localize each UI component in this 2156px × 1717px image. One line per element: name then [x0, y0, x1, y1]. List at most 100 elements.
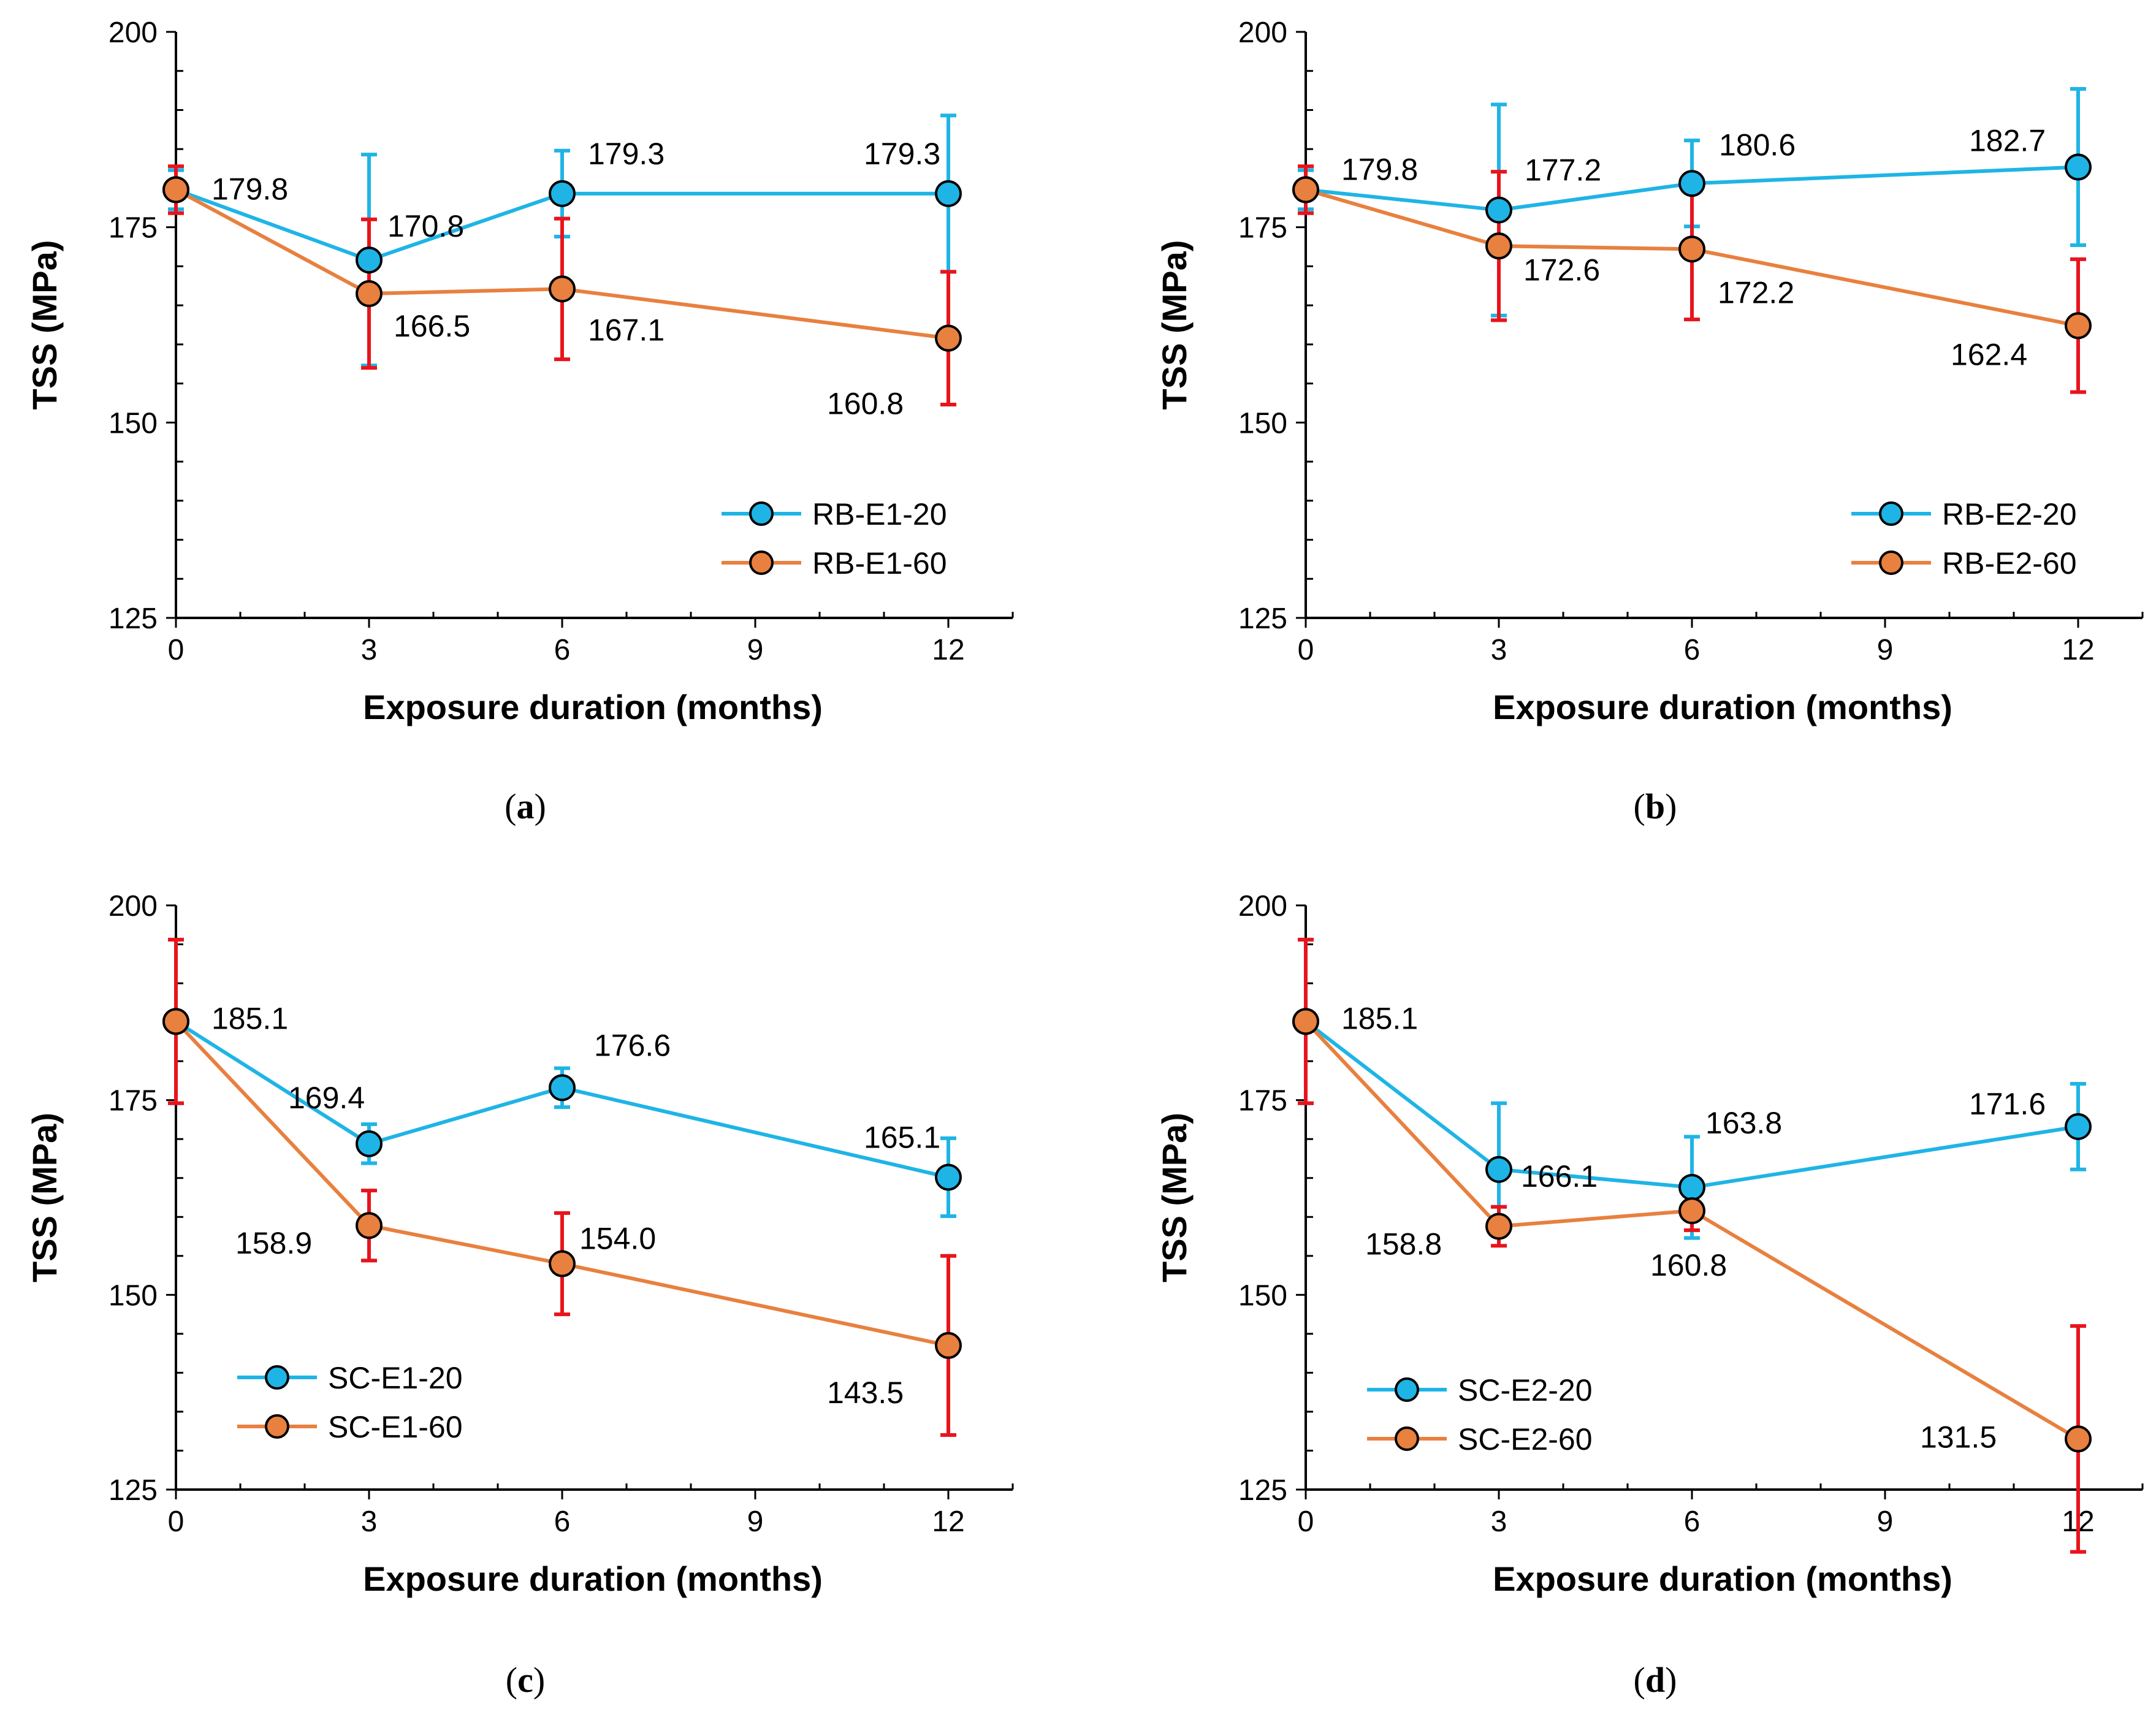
- data-label: 143.5: [827, 1376, 904, 1410]
- series-line: [175, 188, 949, 340]
- data-label: 185.1: [1341, 1001, 1418, 1035]
- panel-caption: (c): [506, 1660, 545, 1700]
- y-axis-title: TSS (MPa): [1155, 240, 1194, 410]
- data-point: [1485, 1155, 1512, 1183]
- x-tick-label: 6: [554, 634, 571, 666]
- panel-caption: (d): [1634, 1660, 1677, 1700]
- x-tick-label: 12: [932, 634, 964, 666]
- x-tick-label: 6: [1684, 1506, 1701, 1538]
- caption-letter: b: [1645, 786, 1665, 826]
- legend-marker: [1879, 501, 1903, 526]
- x-tick-label: 0: [168, 634, 185, 666]
- data-label: 158.9: [235, 1226, 312, 1260]
- x-tick-label: 6: [554, 1506, 571, 1538]
- legend-marker: [1879, 550, 1903, 575]
- y-axis-title: TSS (MPa): [25, 1113, 64, 1282]
- caption-letter: d: [1645, 1660, 1665, 1700]
- data-label: 171.6: [1969, 1087, 2046, 1121]
- data-point: [1678, 235, 1705, 263]
- data-label: 172.6: [1523, 253, 1600, 287]
- series-markers-SC-E2-60: [1292, 1008, 2092, 1453]
- legend-label: SC-E2-60: [1458, 1422, 1593, 1456]
- data-label: 177.2: [1525, 153, 1601, 188]
- data-label: 165.1: [864, 1120, 940, 1154]
- data-point: [356, 280, 383, 308]
- caption-open-paren: (: [506, 1660, 517, 1700]
- data-label: 179.3: [864, 137, 940, 171]
- legend: RB-E2-20 RB-E2-60: [1851, 497, 2077, 581]
- chart-panel-c: 125 150 175 200 0 3 6 9 12 Exposure duration (mon…: [25, 890, 1014, 1700]
- legend: RB-E1-20 RB-E1-60: [722, 497, 947, 581]
- x-tick-label: 0: [168, 1506, 185, 1538]
- data-point: [549, 275, 576, 303]
- data-label: 179.3: [588, 137, 665, 171]
- panel-caption: (a): [505, 786, 546, 826]
- y-tick-label: 150: [1238, 407, 1287, 440]
- data-point: [935, 1331, 962, 1359]
- legend-marker: [265, 1414, 289, 1439]
- legend-label: SC-E2-20: [1458, 1373, 1593, 1407]
- data-label: 176.6: [594, 1028, 671, 1062]
- data-point: [549, 1250, 576, 1277]
- data-label: 160.8: [827, 387, 904, 421]
- series-line: [1305, 1019, 2079, 1190]
- data-label: 167.1: [588, 313, 665, 347]
- x-tick-label: 0: [1298, 1506, 1314, 1538]
- series-markers-SC-E1-20: [162, 1008, 962, 1191]
- y-tick-label: 125: [1238, 603, 1287, 635]
- data-point: [1292, 1008, 1319, 1035]
- caption-open-paren: (: [505, 786, 516, 826]
- data-label: 179.8: [1341, 152, 1418, 186]
- y-tick-label: 200: [109, 890, 158, 923]
- data-label: 166.5: [394, 309, 470, 343]
- data-label: 170.8: [387, 209, 464, 243]
- data-point: [1292, 176, 1319, 204]
- series-line: [1305, 165, 2079, 212]
- data-point: [1485, 196, 1512, 224]
- y-tick-label: 200: [1238, 890, 1287, 923]
- data-label: 182.7: [1969, 124, 2046, 158]
- y-tick-label: 125: [1238, 1474, 1287, 1507]
- y-tick-label: 175: [109, 212, 158, 245]
- legend-label: SC-E1-60: [328, 1410, 463, 1444]
- legend: SC-E1-20 SC-E1-60: [237, 1361, 463, 1444]
- data-label: 172.2: [1718, 275, 1794, 310]
- x-axis-title: Exposure duration (months): [363, 688, 823, 726]
- caption-letter: a: [517, 786, 535, 826]
- y-axis-title: TSS (MPa): [1155, 1113, 1194, 1282]
- data-point: [935, 324, 962, 352]
- legend-label: RB-E2-60: [1942, 546, 2077, 581]
- x-tick-label: 3: [361, 634, 378, 666]
- data-point: [549, 180, 576, 207]
- series-line: [1304, 1020, 2079, 1441]
- caption-open-paren: (: [1634, 786, 1645, 826]
- series-line: [175, 188, 948, 262]
- x-tick-label: 3: [1491, 1506, 1507, 1538]
- x-tick-label: 0: [1298, 634, 1314, 666]
- data-label: 185.1: [211, 1001, 288, 1035]
- x-tick-label: 12: [932, 1506, 964, 1538]
- chart-panel-a: 125 150 175 200 0 3 6 9 12 Exposure duration (mon…: [25, 17, 1014, 826]
- data-point: [2065, 312, 2092, 340]
- data-point: [1678, 1197, 1705, 1225]
- x-tick-label: 9: [1877, 1506, 1894, 1538]
- data-label: 179.8: [211, 172, 288, 206]
- legend-marker: [749, 501, 774, 526]
- data-point: [356, 1130, 383, 1157]
- data-point: [935, 180, 962, 207]
- legend-marker: [265, 1365, 289, 1390]
- data-point: [162, 1008, 189, 1035]
- caption-close-paren: ): [1665, 786, 1677, 826]
- data-label: 154.0: [579, 1222, 656, 1256]
- caption-close-paren: ): [535, 786, 546, 826]
- series-line: [174, 1020, 949, 1347]
- legend-label: SC-E1-20: [328, 1361, 463, 1395]
- x-tick-label: 9: [1877, 634, 1894, 666]
- data-point: [356, 246, 383, 274]
- x-tick-label: 3: [361, 1506, 378, 1538]
- y-tick-label: 200: [1238, 17, 1287, 49]
- y-tick-label: 175: [1238, 1085, 1287, 1117]
- data-label: 169.4: [288, 1081, 365, 1115]
